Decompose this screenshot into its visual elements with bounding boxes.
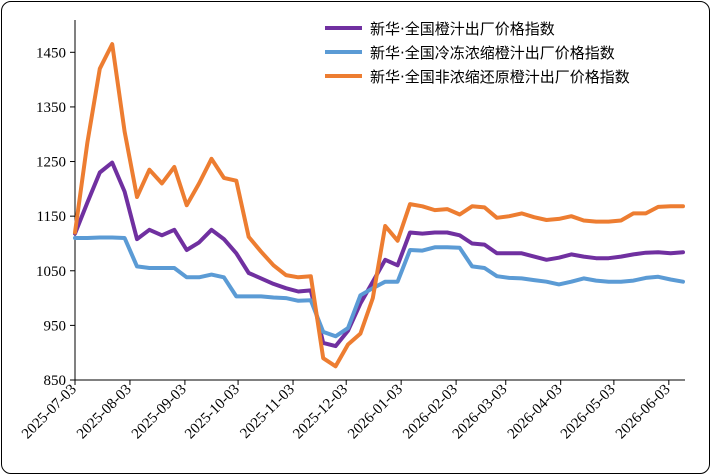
legend-label-1: 新华·全国橙汁出厂价格指数: [370, 20, 555, 38]
legend: 新华·全国橙汁出厂价格指数新华·全国冷冻浓缩橙汁出厂价格指数新华·全国非浓缩还原…: [325, 20, 630, 86]
x-tick-label: 2025-07-03: [19, 382, 80, 443]
series-line-3: [73, 42, 685, 369]
series-lines: [73, 42, 685, 369]
x-tick-label: 2026-04-03: [505, 382, 566, 443]
x-tick-label: 2025-09-03: [129, 382, 190, 443]
y-tick-label: 1050: [36, 264, 66, 280]
y-tick-label: 1350: [36, 100, 66, 116]
x-tick-label: 2025-10-03: [182, 382, 243, 443]
series-line-2: [73, 235, 685, 339]
x-tick-label: 2026-01-03: [345, 382, 406, 443]
y-tick-label: 1150: [37, 209, 66, 225]
x-tick-label: 2025-11-03: [237, 382, 297, 442]
legend-label-3: 新华·全国非浓缩还原橙汁出厂价格指数: [370, 68, 630, 86]
x-tick-label: 2026-06-03: [613, 382, 674, 443]
y-tick-label: 1450: [36, 45, 66, 61]
x-tick-label: 2025-12-03: [290, 382, 351, 443]
y-tick-label: 850: [44, 373, 67, 389]
y-tick-label: 950: [44, 318, 67, 334]
y-tick-label: 1250: [36, 155, 66, 171]
x-tick-label: 2026-05-03: [558, 382, 619, 443]
legend-label-2: 新华·全国冷冻浓缩橙汁出厂价格指数: [370, 44, 615, 62]
x-tick-label: 2025-08-03: [74, 382, 135, 443]
x-tick-label: 2026-03-03: [450, 382, 511, 443]
